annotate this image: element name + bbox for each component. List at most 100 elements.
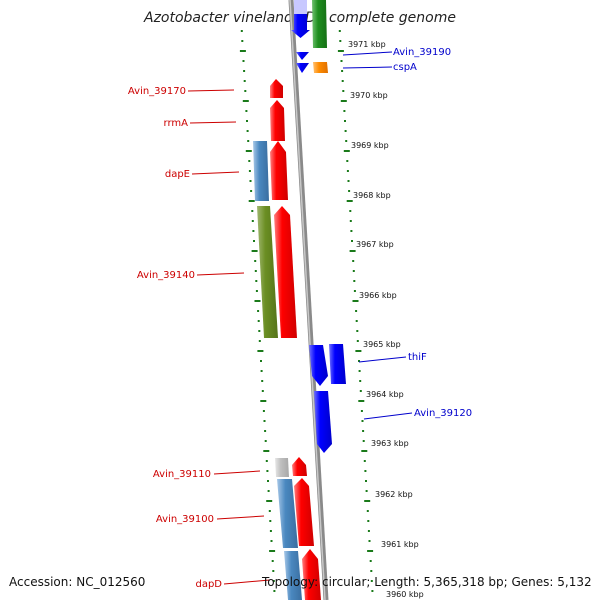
gene-label[interactable]: Avin_39120: [414, 408, 472, 419]
gene-feature[interactable]: [329, 344, 346, 384]
gene-label[interactable]: Avin_39190: [393, 47, 451, 58]
rail-tick: [251, 220, 254, 222]
gene-feature[interactable]: [275, 458, 289, 477]
right-tick-rail: [337, 30, 374, 592]
gene-features: [253, 0, 346, 600]
rail-tick: [355, 320, 358, 322]
rail-tick: [266, 470, 269, 472]
gene-label[interactable]: rrmA: [164, 118, 189, 129]
gene-feature[interactable]: [292, 457, 307, 476]
rail-tick: [344, 120, 346, 122]
gene-feature[interactable]: [294, 478, 314, 546]
leader-line: [189, 121, 237, 124]
rail-tick: [264, 440, 267, 442]
scale-tick-label: 3967 kbp: [356, 240, 394, 249]
rail-tick: [254, 300, 261, 302]
gene-feature[interactable]: [296, 63, 309, 73]
rail-tick: [341, 70, 344, 72]
rail-tick: [246, 130, 249, 132]
rail-tick: [272, 570, 275, 572]
rail-tick: [239, 50, 246, 52]
gene-feature[interactable]: [296, 52, 309, 60]
scale-tick-label: 3965 kbp: [363, 340, 401, 349]
rail-tick: [340, 100, 347, 102]
rail-tick: [269, 520, 272, 522]
scale-labels: 3971 kbp 3970 kbp 3969 kbp 3968 kbp 3967…: [348, 40, 424, 599]
genome-stats-text: Topology: circular; Length: 5,365,318 bp…: [262, 575, 592, 589]
gene-feature[interactable]: [257, 206, 278, 338]
rail-tick: [349, 250, 356, 252]
rail-tick: [350, 230, 353, 232]
rail-tick: [346, 160, 349, 162]
rail-tick: [245, 110, 248, 112]
rail-tick: [363, 460, 366, 462]
gene-label[interactable]: thiF: [408, 352, 427, 363]
rail-tick: [343, 150, 350, 152]
gene-label[interactable]: Avin_39110: [153, 469, 211, 480]
rail-tick: [340, 60, 343, 62]
rail-tick: [252, 230, 255, 232]
scale-tick-label: 3964 kbp: [366, 390, 404, 399]
rail-tick: [370, 580, 373, 582]
gene-feature[interactable]: [314, 391, 332, 453]
gene-label[interactable]: Avin_39100: [156, 514, 214, 525]
rail-tick: [364, 500, 371, 502]
rail-tick: [355, 350, 362, 352]
gene-label[interactable]: cspA: [393, 62, 417, 73]
gene-feature[interactable]: [312, 0, 327, 48]
rail-tick: [267, 490, 270, 492]
rail-tick: [353, 290, 356, 292]
gene-label[interactable]: dapD: [195, 579, 222, 590]
rail-tick: [352, 260, 355, 262]
rail-tick: [351, 240, 353, 242]
rail-tick: [371, 590, 374, 592]
rail-tick: [254, 270, 257, 272]
scale-tick-label: 3960 kbp: [386, 590, 424, 599]
rail-tick: [366, 510, 369, 512]
gene-feature[interactable]: [270, 141, 288, 200]
rail-tick: [257, 310, 260, 312]
gene-feature[interactable]: [294, 0, 307, 14]
rail-tick: [261, 390, 264, 392]
rail-tick: [364, 470, 367, 472]
gene-label[interactable]: dapE: [165, 169, 190, 180]
rail-tick: [269, 530, 272, 532]
gene-feature[interactable]: [284, 551, 302, 600]
rail-tick: [341, 80, 344, 82]
gene-feature[interactable]: [270, 100, 285, 141]
rail-tick: [356, 330, 359, 332]
gene-label[interactable]: Avin_39140: [137, 270, 195, 281]
rail-tick: [348, 190, 351, 192]
rail-tick: [250, 190, 253, 192]
rail-tick: [253, 240, 255, 242]
rail-tick: [242, 100, 249, 102]
gene-feature[interactable]: [291, 14, 310, 38]
gene-label[interactable]: Avin_39170: [128, 86, 186, 97]
gene-feature[interactable]: [270, 79, 283, 98]
rail-tick: [353, 280, 356, 282]
leader-line: [342, 66, 393, 69]
gene-feature[interactable]: [253, 141, 269, 201]
rail-tick: [257, 350, 264, 352]
rail-tick: [355, 310, 358, 312]
gene-feature[interactable]: [313, 62, 328, 73]
rail-tick: [352, 300, 359, 302]
rail-tick: [245, 150, 252, 152]
backbone-highlight: [289, 0, 326, 600]
gene-feature[interactable]: [309, 345, 328, 386]
rail-tick: [263, 420, 266, 422]
scale-tick-label: 3970 kbp: [350, 91, 388, 100]
rail-tick: [248, 200, 255, 202]
rail-tick: [358, 370, 361, 372]
leader-line: [358, 356, 407, 363]
scale-tick-label: 3968 kbp: [353, 191, 391, 200]
rail-tick: [349, 210, 352, 212]
gene-feature[interactable]: [302, 549, 321, 600]
rail-tick: [251, 250, 258, 252]
rail-tick: [369, 560, 372, 562]
rail-tick: [243, 80, 246, 82]
rail-tick: [368, 540, 371, 542]
gene-feature[interactable]: [274, 206, 297, 338]
scale-tick-label: 3966 kbp: [359, 291, 397, 300]
gene-feature[interactable]: [277, 479, 298, 548]
